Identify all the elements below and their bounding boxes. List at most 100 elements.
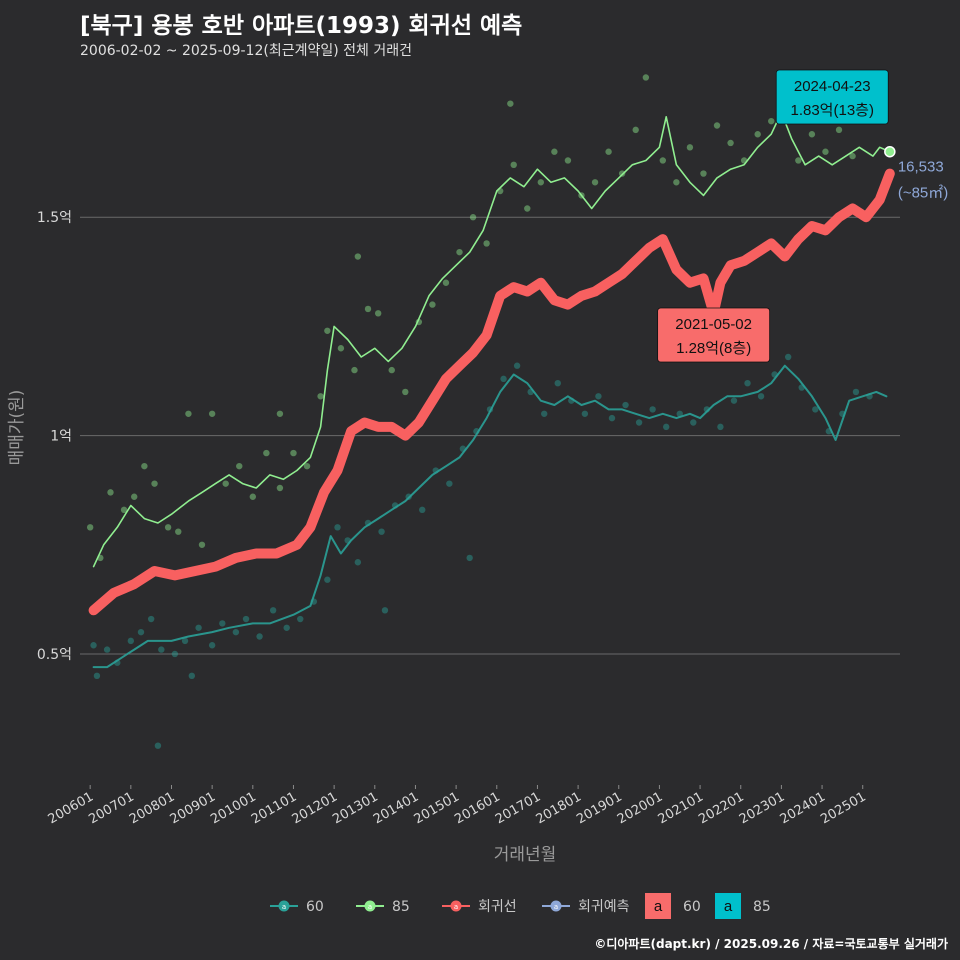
legend-label-text: 85	[753, 899, 771, 915]
x-tick-label: 200601	[46, 789, 96, 827]
legend: a 60 a 85 a 회귀선 a 회귀예측 a 60 a 85	[270, 893, 771, 919]
x-tick-label: 201101	[249, 789, 299, 827]
scatter-point-60	[188, 672, 196, 680]
annotation-value: 1.28억(8층)	[676, 340, 751, 357]
scatter-point-60	[154, 742, 162, 749]
scatter-point-85	[276, 410, 284, 417]
scatter-point-85	[337, 345, 345, 352]
scatter-point-60	[852, 388, 860, 396]
scatter-point-85	[551, 148, 558, 155]
scatter-point-85	[795, 157, 802, 164]
legend-key-dot	[364, 900, 376, 912]
scatter-point-60	[127, 637, 135, 645]
chart-subtitle: 2006-02-02 ~ 2025-09-12(최근계약일) 전체 거래건	[80, 43, 412, 59]
scatter-point-85	[673, 179, 680, 186]
scatter-point-85	[713, 122, 721, 129]
scatter-point-60	[354, 559, 362, 566]
scatter-point-85	[727, 139, 734, 147]
scatter-point-60	[195, 624, 202, 631]
legend-key-glyph: a	[282, 903, 286, 911]
scatter-point-85	[175, 528, 182, 535]
y-tick-label: 0.5억	[37, 647, 72, 663]
scatter-point-60	[378, 528, 385, 535]
scatter-point-60	[500, 375, 507, 383]
scatter-point-85	[249, 493, 257, 500]
x-tick-label: 201901	[574, 789, 624, 827]
scatter-point-60	[446, 480, 453, 487]
annotation-box	[775, 69, 889, 125]
x-tick-label: 201001	[208, 789, 258, 827]
scatter-point-60	[622, 401, 629, 409]
scatter-point-60	[256, 633, 263, 640]
scatter-point-85	[469, 214, 477, 221]
scatter-point-85	[222, 480, 229, 487]
scatter-point-85	[86, 524, 94, 531]
source-credit: ©디아파트(dapt.kr) / 2025.09.26 / 자료=국토교통부 실…	[594, 937, 948, 951]
scatter-point-60	[554, 379, 561, 387]
scatter-point-60	[757, 393, 765, 400]
regression-line	[88, 168, 895, 616]
scatter-point-85	[290, 449, 297, 457]
scatter-point-60	[93, 672, 101, 680]
scatter-point-85	[208, 410, 216, 417]
x-tick-label: 201801	[534, 789, 584, 827]
legend-label-glyph: a	[654, 898, 663, 915]
scatter-point-60	[232, 628, 240, 636]
x-tick-label: 202201	[696, 789, 746, 827]
scatter-point-60	[103, 646, 111, 653]
annotation-date: 2021-05-02	[675, 316, 752, 333]
legend-label-text: 60	[683, 899, 701, 915]
chart-title: [북구] 용봉 호반 아파트(1993) 회귀선 예측	[80, 13, 523, 39]
scatter-point-60	[744, 379, 751, 387]
legend-key-glyph: a	[554, 903, 558, 911]
scatter-point-85	[510, 161, 517, 169]
scatter-point-60	[676, 410, 683, 417]
scatter-layer	[86, 69, 880, 749]
scatter-point-85	[632, 126, 639, 134]
scatter-point-85	[537, 179, 545, 186]
scatter-point-60	[717, 423, 724, 431]
x-tick-label: 202401	[778, 789, 828, 827]
scatter-point-60	[784, 353, 792, 361]
x-axis-title: 거래년월	[494, 845, 557, 865]
x-tick-label: 201401	[371, 789, 421, 827]
scatter-point-85	[303, 462, 311, 470]
scatter-point-60	[158, 646, 165, 653]
scatter-point-60	[690, 419, 697, 426]
x-tick-label: 202101	[656, 789, 706, 827]
scatter-point-85	[524, 205, 531, 212]
scatter-point-85	[131, 493, 138, 500]
scatter-point-60	[541, 410, 548, 417]
scatter-point-85	[642, 74, 650, 81]
scatter-point-60	[513, 362, 521, 369]
scatter-point-60	[297, 615, 304, 623]
scatter-point-60	[662, 423, 670, 431]
y-tick-label: 1억	[50, 429, 72, 445]
scatter-point-60	[419, 506, 426, 514]
x-tick-label: 200901	[168, 789, 218, 827]
scatter-point-85	[151, 480, 158, 487]
scatter-point-85	[754, 131, 761, 138]
scatter-point-85	[185, 410, 192, 417]
scatter-point-85	[120, 506, 128, 514]
scatter-point-60	[635, 419, 643, 426]
annotation-value: 1.83억(13층)	[790, 102, 873, 119]
scatter-point-60	[812, 406, 819, 413]
scatter-point-85	[591, 179, 599, 186]
scatter-point-85	[686, 144, 694, 151]
scatter-point-85	[402, 388, 409, 396]
scatter-point-85	[768, 117, 775, 125]
scatter-point-60	[181, 637, 189, 645]
scatter-point-85	[276, 484, 284, 492]
series-line-60	[92, 364, 888, 669]
scatter-point-85	[429, 301, 436, 308]
scatter-point-85	[700, 170, 707, 177]
scatter-point-60	[137, 628, 145, 636]
scatter-point-85	[507, 100, 514, 107]
scatter-point-85	[107, 489, 114, 496]
scatter-point-60	[147, 615, 155, 623]
legend-label-glyph: a	[724, 898, 733, 915]
y-tick-label: 1.5억	[37, 210, 72, 226]
scatter-point-85	[483, 240, 490, 247]
legend-label-swatch	[645, 893, 671, 919]
